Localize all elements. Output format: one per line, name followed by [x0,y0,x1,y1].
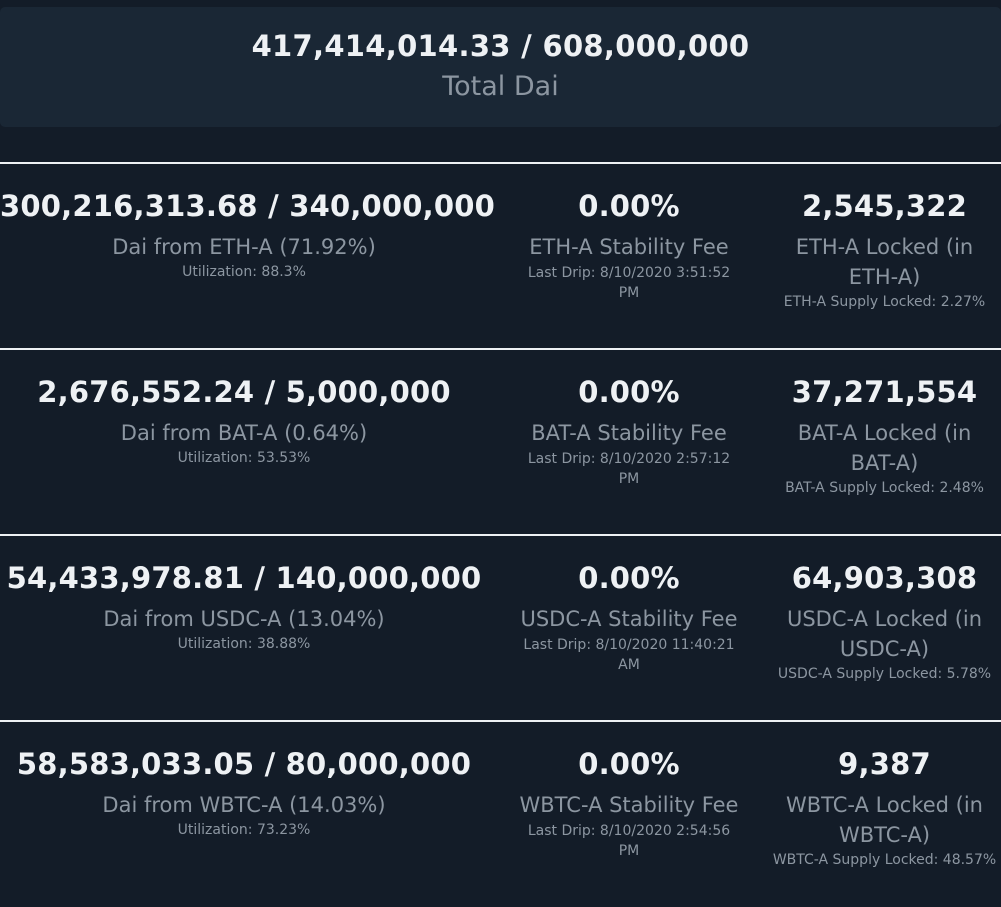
ilk-debt-value: 58,583,033.05 / 80,000,000 [16,747,472,781]
ilk-utilization: Utilization: 88.3% [182,264,306,280]
ilk-debt-label: Dai from ETH-A (71.92%) [112,235,376,259]
ilk-row-usdc-a: 54,433,978.81 / 140,000,000 Dai from USD… [0,534,1001,721]
ilk-row-eth-a: 300,216,313.68 / 340,000,000 Dai from ET… [0,162,1001,349]
ilk-fee-label: USDC-A Stability Fee [520,607,738,631]
total-dai-value: 417,414,014.33 / 608,000,000 [251,29,750,63]
ilk-fee-label: BAT-A Stability Fee [531,421,727,445]
ilk-debt-value: 2,676,552.24 / 5,000,000 [37,375,451,409]
ilk-locked-label: USDC-A Locked (in USDC-A) [786,607,983,661]
ilk-fee-value: 0.00% [578,375,680,409]
ilk-last-drip: Last Drip: 8/10/2020 2:54:56 PM [527,823,731,859]
ilk-debt-value: 54,433,978.81 / 140,000,000 [6,561,482,595]
ilk-last-drip: Last Drip: 8/10/2020 3:51:52 PM [527,265,731,301]
ilk-fee-value: 0.00% [578,561,680,595]
ilk-row-wbtc-a: 58,583,033.05 / 80,000,000 Dai from WBTC… [0,720,1001,907]
ilk-fee-label: WBTC-A Stability Fee [519,793,739,817]
ilk-utilization: Utilization: 73.23% [177,822,311,838]
ilk-locked-value: 64,903,308 [791,561,978,595]
ilk-debt-value: 300,216,313.68 / 340,000,000 [0,189,496,223]
ilk-row-bat-a: 2,676,552.24 / 5,000,000 Dai from BAT-A … [0,348,1001,535]
ilk-locked-value: 37,271,554 [791,375,978,409]
ilk-locked-label: ETH-A Locked (in ETH-A) [795,235,974,289]
ilk-fee-value: 0.00% [578,747,680,781]
ilk-supply-locked: WBTC-A Supply Locked: 48.57% [772,852,997,868]
ilk-supply-locked: BAT-A Supply Locked: 2.48% [785,480,984,496]
ilk-last-drip: Last Drip: 8/10/2020 11:40:21 AM [523,637,735,673]
ilk-debt-label: Dai from WBTC-A (14.03%) [102,793,386,817]
ilk-utilization: Utilization: 53.53% [177,450,311,466]
ilk-debt-label: Dai from USDC-A (13.04%) [103,607,385,631]
ilk-utilization: Utilization: 38.88% [177,636,311,652]
ilk-fee-label: ETH-A Stability Fee [529,235,729,259]
total-dai-label: Total Dai [442,71,559,102]
ilk-last-drip: Last Drip: 8/10/2020 2:57:12 PM [527,451,731,487]
ilk-locked-label: BAT-A Locked (in BAT-A) [797,421,972,475]
ilk-locked-label: WBTC-A Locked (in WBTC-A) [786,793,983,847]
ilk-supply-locked: USDC-A Supply Locked: 5.78% [777,666,992,682]
ilk-fee-value: 0.00% [578,189,680,223]
total-dai-card: 417,414,014.33 / 608,000,000 Total Dai [0,7,1001,127]
ilk-locked-value: 2,545,322 [801,189,968,223]
ilk-locked-value: 9,387 [838,747,931,781]
ilk-supply-locked: ETH-A Supply Locked: 2.27% [783,294,986,310]
ilk-debt-label: Dai from BAT-A (0.64%) [120,421,368,445]
